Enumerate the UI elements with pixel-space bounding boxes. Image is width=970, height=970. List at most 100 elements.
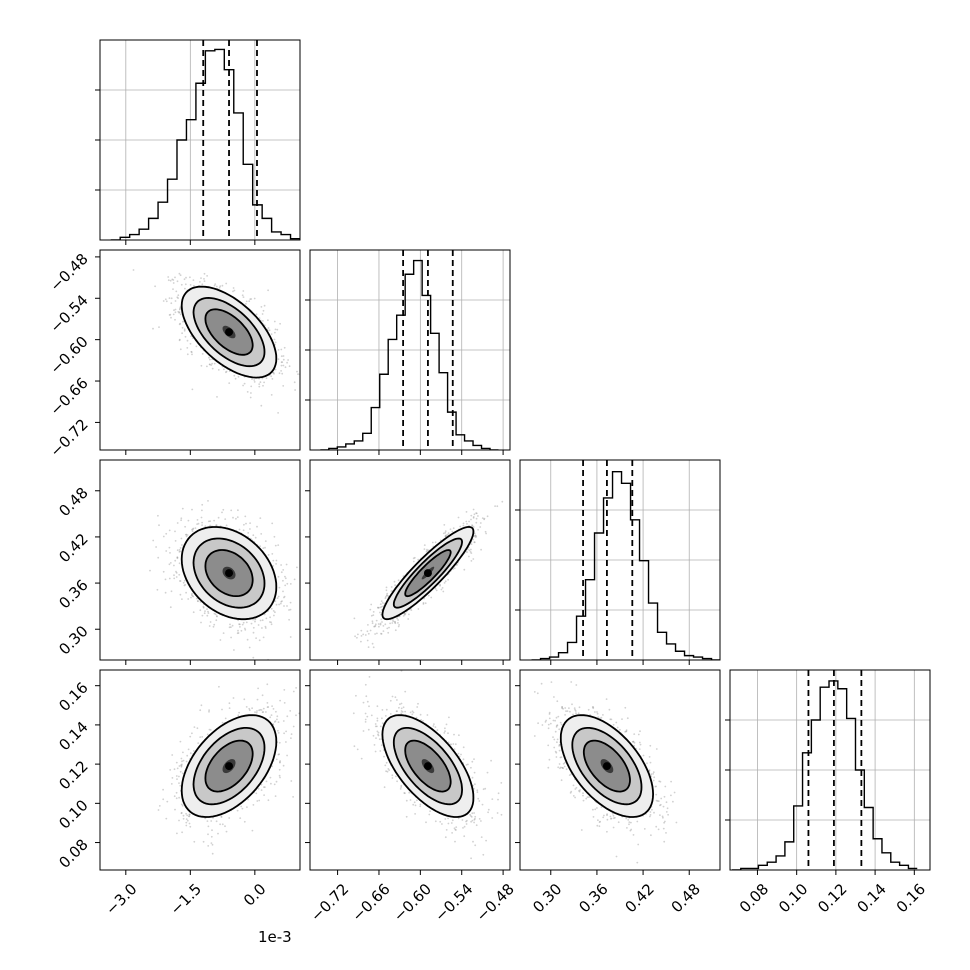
sample-point — [379, 606, 382, 609]
sample-point — [479, 526, 482, 528]
sample-point — [174, 276, 176, 279]
sample-point — [258, 385, 261, 388]
sample-point — [380, 618, 383, 621]
sample-point — [304, 366, 306, 368]
sample-point — [192, 595, 195, 598]
sample-point — [258, 639, 261, 642]
contour-line — [192, 537, 266, 609]
sample-point — [237, 509, 239, 512]
sample-point — [254, 618, 257, 620]
sample-point — [284, 575, 286, 578]
sample-point — [165, 550, 168, 552]
sample-point — [279, 322, 281, 325]
sample-point — [471, 524, 473, 527]
sample-point — [211, 367, 214, 370]
sample-point — [262, 320, 264, 322]
sample-point — [180, 537, 183, 540]
sample-point — [445, 534, 448, 537]
sample-point — [250, 298, 253, 300]
sample-point — [275, 563, 277, 565]
sample-point — [501, 500, 504, 503]
sample-point — [274, 331, 276, 334]
sample-point — [442, 590, 445, 593]
sample-point — [465, 520, 468, 523]
sample-point — [190, 351, 193, 353]
sample-point — [468, 555, 470, 558]
sample-point — [244, 515, 247, 518]
sample-point — [463, 568, 466, 571]
sample-point — [380, 633, 383, 635]
sample-point — [232, 287, 235, 289]
sample-point — [281, 361, 284, 363]
sample-point — [357, 633, 359, 636]
sample-point — [173, 564, 175, 567]
sample-point — [260, 533, 263, 535]
sample-point — [472, 508, 475, 511]
sample-point — [242, 296, 245, 298]
sample-point — [254, 620, 256, 623]
sample-point — [286, 582, 289, 585]
sample-point — [152, 539, 155, 542]
sample-point — [273, 614, 275, 617]
sample-point — [485, 532, 487, 535]
sample-point — [263, 304, 266, 307]
sample-point — [272, 565, 274, 567]
sample-point — [293, 578, 296, 581]
sample-point — [215, 615, 218, 617]
sample-point — [267, 327, 270, 329]
sample-point — [175, 570, 177, 573]
sample-point — [248, 646, 251, 649]
sample-point — [175, 576, 178, 578]
sample-point — [196, 600, 199, 602]
sample-point — [423, 544, 426, 546]
sample-point — [228, 626, 231, 629]
sample-point — [280, 600, 283, 603]
sample-point — [264, 627, 267, 629]
sample-point — [443, 582, 446, 584]
sample-point — [221, 284, 224, 287]
sample-point — [257, 624, 260, 626]
sample-point — [280, 355, 283, 358]
sample-point — [209, 524, 212, 527]
sample-point — [169, 552, 171, 554]
sample-point — [459, 525, 462, 528]
sample-point — [158, 524, 160, 527]
contour-line — [180, 285, 278, 379]
sample-point — [376, 632, 378, 635]
sample-point — [219, 639, 222, 641]
sample-point — [174, 559, 177, 562]
sample-point — [297, 373, 299, 375]
sample-point — [386, 592, 389, 595]
sample-point — [283, 605, 285, 607]
sample-point — [233, 649, 235, 651]
sample-point — [379, 622, 382, 625]
sample-point — [470, 543, 473, 545]
sample-point — [422, 603, 425, 605]
sample-point — [238, 623, 241, 626]
sample-point — [407, 618, 410, 620]
sample-point — [181, 507, 184, 510]
sample-point — [176, 557, 179, 560]
sample-point — [270, 375, 273, 378]
sample-point — [249, 298, 252, 300]
sample-point — [475, 517, 478, 520]
sample-point — [475, 512, 477, 514]
sample-point — [210, 364, 213, 366]
sample-point — [213, 284, 216, 287]
sample-point — [288, 618, 290, 621]
sample-point — [183, 278, 186, 281]
sample-point — [387, 631, 390, 634]
sample-point — [201, 283, 204, 286]
sample-point — [444, 580, 447, 583]
sample-point — [472, 558, 475, 560]
sample-point — [261, 619, 264, 622]
sample-point — [252, 626, 255, 629]
sample-point — [237, 619, 240, 622]
sample-point — [410, 609, 413, 611]
sample-point — [370, 603, 373, 606]
sample-point — [282, 579, 284, 582]
sample-point — [201, 524, 204, 526]
sample-point — [430, 596, 433, 599]
sample-point — [268, 329, 271, 332]
sample-point — [183, 328, 186, 331]
